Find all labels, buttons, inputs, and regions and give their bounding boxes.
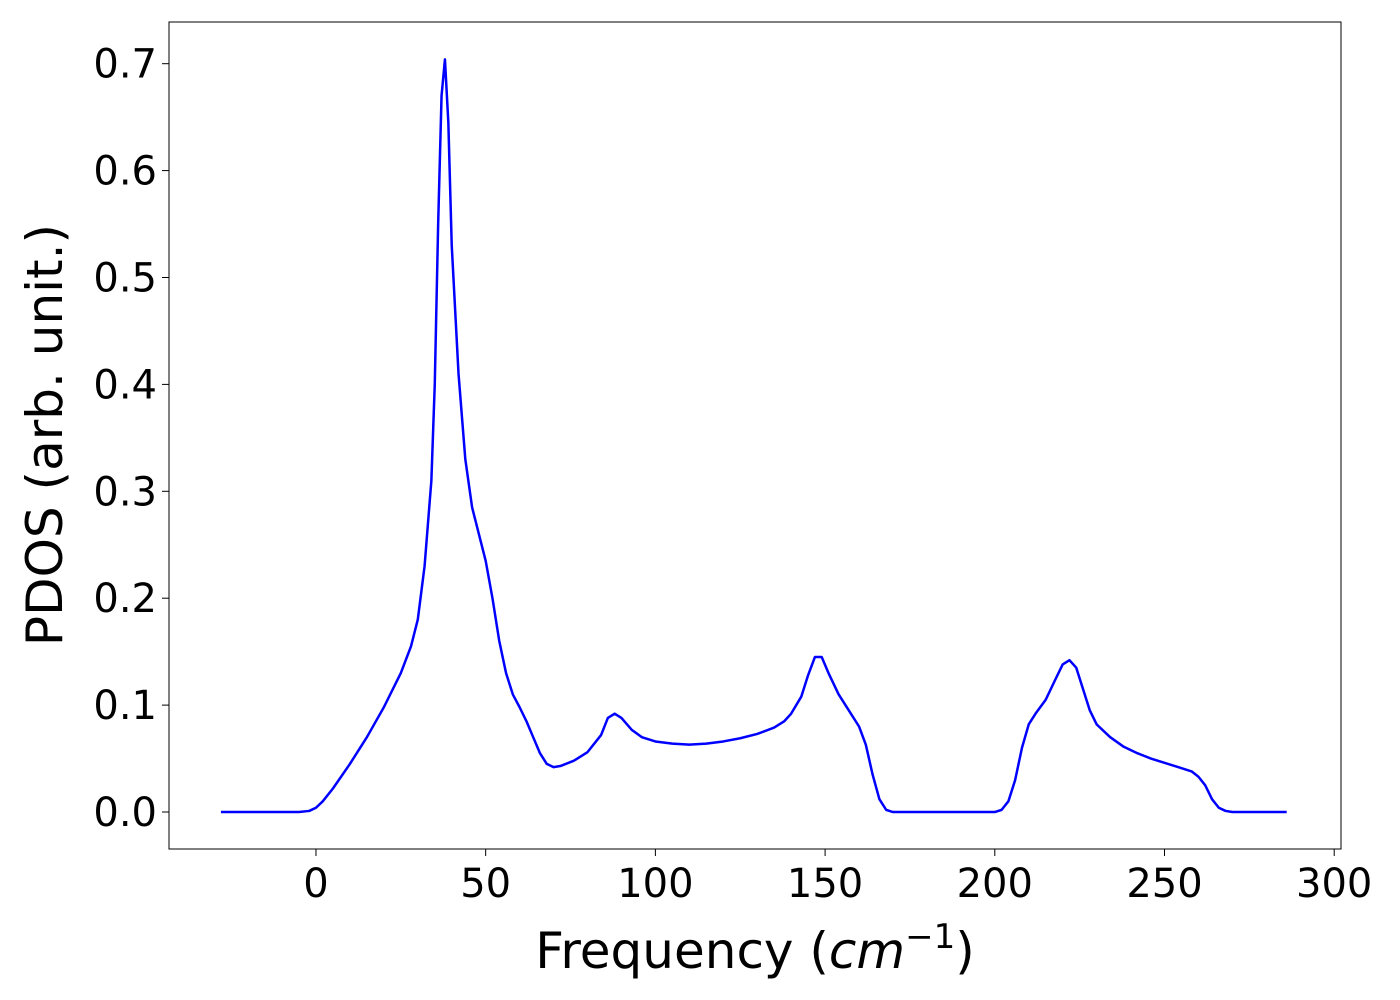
axes-frame <box>168 21 1342 850</box>
x-tick-label: 300 <box>1296 861 1372 907</box>
y-tick-label: 0.3 <box>93 469 157 515</box>
x-label-math: cm <box>829 922 905 980</box>
x-tick-label: 0 <box>303 861 328 907</box>
x-tick-label: 250 <box>1126 861 1202 907</box>
x-tick-label: 100 <box>617 861 693 907</box>
x-label-text: Frequency ( <box>535 922 829 980</box>
y-axis-label: PDOS (arb. unit.) <box>16 224 74 646</box>
x-tick-label: 200 <box>957 861 1033 907</box>
y-tick-label: 0.7 <box>93 42 157 88</box>
x-axis-label: Frequency (cm−1) <box>535 917 975 980</box>
y-tick-label: 0.0 <box>93 790 157 836</box>
y-tick-label: 0.5 <box>93 255 157 301</box>
x-label-close: ) <box>955 922 975 980</box>
x-tick-label: 150 <box>787 861 863 907</box>
y-tick-label: 0.6 <box>93 149 157 195</box>
x-tick-label: 50 <box>460 861 511 907</box>
y-tick-label: 0.1 <box>93 683 157 729</box>
y-tick-label: 0.4 <box>93 362 157 408</box>
y-tick-label: 0.2 <box>93 576 157 622</box>
x-label-sup: −1 <box>905 917 955 957</box>
pdos-line <box>220 58 1287 814</box>
